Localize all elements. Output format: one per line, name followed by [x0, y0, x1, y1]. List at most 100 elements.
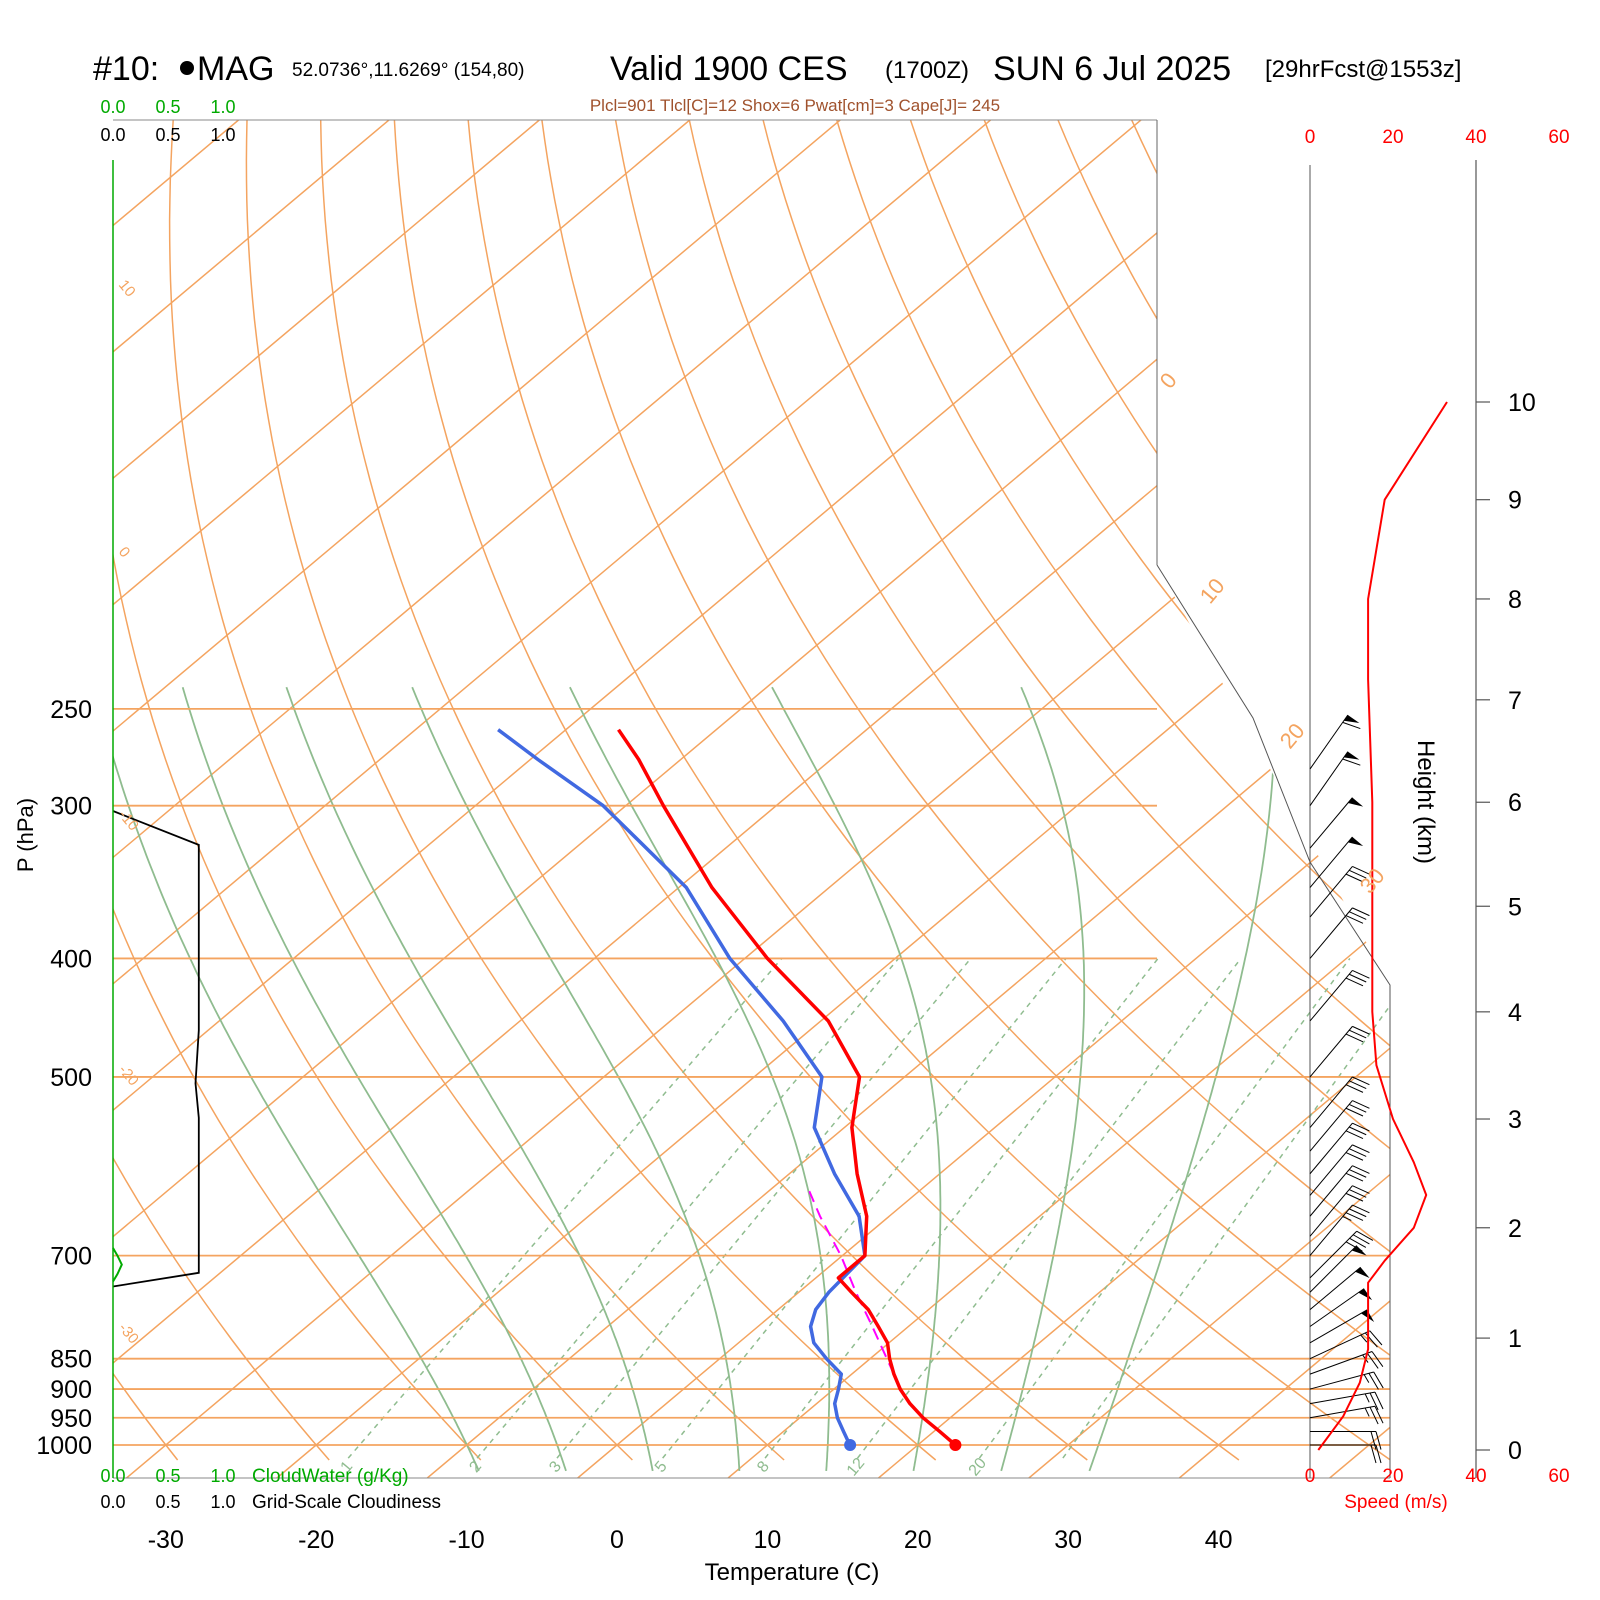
dry-adiabat-line [541, 120, 1390, 1461]
cloudwater-tick-bottom: 0.5 [155, 1466, 180, 1486]
wind-barb [1309, 1405, 1384, 1425]
isotherm-line [727, 120, 1390, 1478]
wind-barb-feather [1345, 1033, 1364, 1043]
wind-barb [1309, 1144, 1370, 1196]
wind-barb-feather [1349, 1126, 1367, 1136]
dry-adiabat-line [836, 120, 1390, 1461]
moist-adiabat-lines [113, 686, 1276, 1472]
wind-barb [1309, 907, 1370, 959]
isotherm-line [113, 120, 992, 1478]
wind-barb-staff [1309, 1076, 1353, 1128]
wind-barb-feather [1349, 1103, 1367, 1113]
mixing-ratio-label: 5 [652, 1458, 671, 1476]
isobar-lines [113, 707, 1390, 1446]
temperature-tick-label: 0 [610, 1526, 624, 1554]
dry-adiabat-line [0, 120, 26, 1460]
wind-barb [1309, 1185, 1370, 1237]
wind-barb-feather [1369, 1406, 1379, 1425]
wind-barb-half-feather [1342, 1216, 1352, 1221]
wind-barb-staff [1309, 836, 1353, 888]
station-coords: 52.0736°,11.6269° (154,80) [292, 60, 524, 81]
wind-barb [1309, 1371, 1384, 1390]
wind-barb-staff [1309, 1185, 1353, 1237]
wind-barb-staff [1309, 751, 1349, 806]
cloudwater-title: CloudWater (g/Kg) [252, 1466, 409, 1487]
isotherm-line [1028, 120, 1390, 1478]
wind-barb [1309, 1351, 1384, 1375]
wind-barb-feather [1369, 1392, 1379, 1411]
dry-adiabat-line [113, 120, 633, 1461]
wind-barb-feather [1374, 1391, 1384, 1410]
station-name: MAG [197, 50, 274, 88]
speed-tick-label-top: 0 [1305, 127, 1316, 148]
isotherm-label: 0 [115, 544, 133, 561]
height-tick-label: 5 [1508, 893, 1522, 921]
cloudiness-line [112, 810, 200, 1288]
height-tick-label: 1 [1508, 1325, 1522, 1353]
pressure-tick-label: 400 [50, 945, 92, 973]
wind-barb-staff [1309, 1371, 1374, 1390]
cloud-profiles [112, 160, 200, 1478]
valid-utc: (1700Z) [885, 57, 969, 84]
wind-barb-staff [1309, 1100, 1353, 1152]
wind-barb [1309, 1076, 1370, 1128]
dry-adiabat-line [113, 120, 330, 1461]
wind-barb-feather [1349, 1237, 1367, 1248]
wind-barb-staff [1309, 1122, 1353, 1175]
wind-barb [1309, 797, 1364, 849]
isotherm-line [276, 120, 1390, 1478]
wind-barb-feather [1352, 1025, 1370, 1035]
wind-barb-half-feather [1363, 1374, 1370, 1383]
mixing-ratio-line [1062, 957, 1390, 1459]
dry-adiabat-line [688, 120, 1390, 1461]
wind-barb-staff [1309, 1144, 1353, 1196]
wind-barb-staff [1309, 1309, 1368, 1344]
pressure-tick-label: 900 [50, 1376, 92, 1404]
wind-barb-feather [1345, 1107, 1364, 1117]
wind-barb [1309, 1391, 1384, 1411]
wind-barb-feather [1352, 1122, 1370, 1132]
wind-barb-feather [1352, 1185, 1370, 1194]
isotherm-line [577, 120, 1390, 1478]
wind-barb-feather [1349, 1148, 1367, 1157]
moist-adiabat-line [1088, 687, 1276, 1472]
wind-barb-feather [1345, 1152, 1364, 1161]
wind-barb [1309, 1288, 1373, 1327]
wind-barb-staff [1309, 907, 1353, 959]
speed-tick-label-bottom: 60 [1548, 1466, 1569, 1487]
valid-time: Valid 1900 CES [610, 50, 848, 88]
wind-barb [1309, 1245, 1367, 1293]
speed-axis-title: Speed (m/s) [1344, 1492, 1447, 1513]
wind-barb-flag [1347, 797, 1364, 807]
dry-adiabat-lines [0, 120, 1390, 1461]
moist-adiabat-line [181, 686, 567, 1472]
wind-barb [1309, 1165, 1370, 1217]
cloudwater-tick-top: 0.5 [155, 97, 180, 117]
wind-barb [1309, 1230, 1374, 1279]
isotherm-line [113, 120, 1142, 1478]
dewpoint-line [497, 728, 867, 1446]
temperature-tick-label: -30 [148, 1526, 184, 1554]
wind-barb-feather [1345, 915, 1364, 924]
wind-barb-feather [1375, 1444, 1382, 1464]
wind-barb-feather [1342, 758, 1361, 766]
wind-barb-feather [1349, 1029, 1367, 1039]
wind-barb-feather [1349, 1169, 1367, 1178]
speed-tick-label-top: 20 [1382, 127, 1403, 148]
isotherm-label-right: 10 [1195, 573, 1230, 608]
mixing-ratio-line [476, 957, 900, 1459]
wind-barb-staff [1309, 1165, 1353, 1217]
dry-adiabat-line [983, 120, 1390, 1461]
height-tick-label: 3 [1508, 1106, 1522, 1134]
wind-barb-feather [1368, 1373, 1379, 1390]
dry-adiabat-line [113, 120, 482, 1461]
temperature-line [617, 728, 957, 1447]
wind-barb-flag [1347, 836, 1364, 846]
moist-adiabat-line [1000, 686, 1086, 1472]
wind-barb-feather [1352, 1076, 1370, 1086]
height-tick-label: 0 [1508, 1437, 1522, 1465]
wind-barb-feather [1345, 977, 1364, 987]
wind-barb [1310, 1431, 1382, 1450]
pressure-tick-label: 500 [50, 1064, 92, 1092]
